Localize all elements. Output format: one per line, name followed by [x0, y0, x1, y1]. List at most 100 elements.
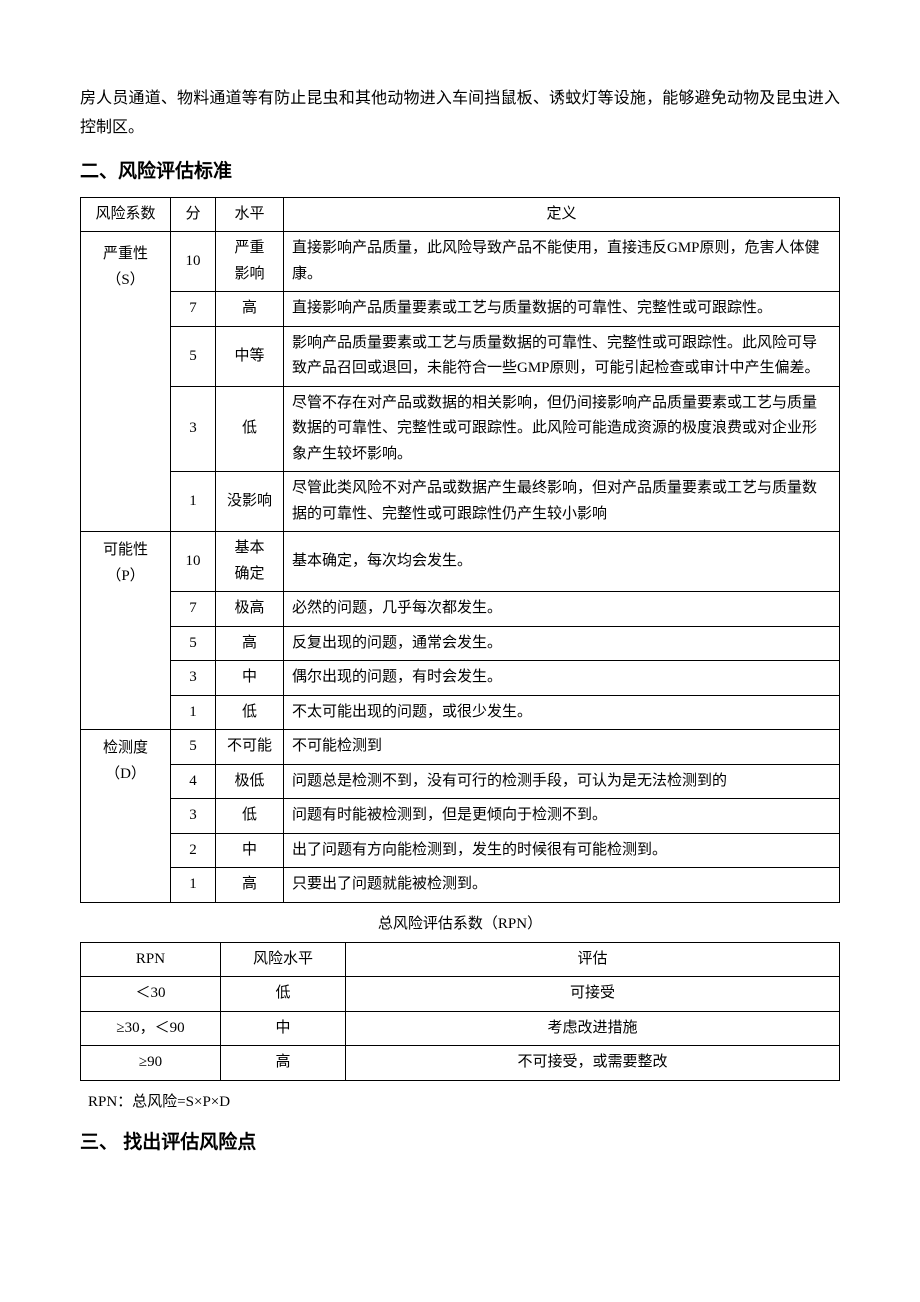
level-cell: 极高: [216, 592, 284, 627]
eval-cell: 不可接受，或需要整改: [346, 1046, 840, 1081]
score-cell: 4: [171, 764, 216, 799]
rpn-formula: RPN：总风险=S×P×D: [80, 1089, 840, 1116]
level-line1: 严重: [234, 240, 264, 256]
definition-cell: 问题总是检测不到，没有可行的检测手段，可认为是无法检测到的: [284, 764, 840, 799]
definition-cell: 只要出了问题就能被检测到。: [284, 868, 840, 903]
score-cell: 10: [171, 532, 216, 592]
level-line2: 影响: [234, 266, 264, 282]
level-cell: 中: [216, 833, 284, 868]
score-cell: 3: [171, 386, 216, 472]
level-cell: 高: [216, 626, 284, 661]
eval-cell: 可接受: [346, 977, 840, 1012]
level-cell: 不可能: [216, 730, 284, 765]
factor-cell-s: 严重性 （S）: [81, 232, 171, 532]
definition-cell: 问题有时能被检测到，但是更倾向于检测不到。: [284, 799, 840, 834]
level-cell: 中: [221, 1011, 346, 1046]
table-row: 3 低 尽管不存在对产品或数据的相关影响，但仍间接影响产品质量要素或工艺与质量数…: [81, 386, 840, 472]
rpn-caption: 总风险评估系数（RPN）: [80, 911, 840, 938]
table-row: 5 高 反复出现的问题，通常会发生。: [81, 626, 840, 661]
factor-code: （P）: [106, 568, 144, 584]
level-cell: 高: [216, 292, 284, 327]
table-row: 2 中 出了问题有方向能检测到，发生的时候很有可能检测到。: [81, 833, 840, 868]
table-row: 检测度 （D） 5 不可能 不可能检测到: [81, 730, 840, 765]
score-cell: 1: [171, 472, 216, 532]
factor-label: 严重性: [103, 246, 148, 262]
table-row: 1 低 不太可能出现的问题，或很少发生。: [81, 695, 840, 730]
score-cell: 3: [171, 799, 216, 834]
definition-cell: 必然的问题，几乎每次都发生。: [284, 592, 840, 627]
definition-cell: 反复出现的问题，通常会发生。: [284, 626, 840, 661]
table-row: 5 中等 影响产品质量要素或工艺与质量数据的可靠性、完整性或可跟踪性。此风险可导…: [81, 326, 840, 386]
table-row: 可能性 （P） 10 基本 确定 基本确定，每次均会发生。: [81, 532, 840, 592]
rpn-cell: ＜30: [81, 977, 221, 1012]
table-row: 1 没影响 尽管此类风险不对产品或数据产生最终影响，但对产品质量要素或工艺与质量…: [81, 472, 840, 532]
score-cell: 1: [171, 695, 216, 730]
table-row: 7 极高 必然的问题，几乎每次都发生。: [81, 592, 840, 627]
level-cell: 没影响: [216, 472, 284, 532]
table-row: 1 高 只要出了问题就能被检测到。: [81, 868, 840, 903]
table-row: 7 高 直接影响产品质量要素或工艺与质量数据的可靠性、完整性或可跟踪性。: [81, 292, 840, 327]
score-cell: 7: [171, 292, 216, 327]
level-cell: 高: [221, 1046, 346, 1081]
intro-paragraph: 房人员通道、物料通道等有防止昆虫和其他动物进入车间挡鼠板、诱蚊灯等设施，能够避免…: [80, 85, 840, 143]
factor-cell-d: 检测度 （D）: [81, 730, 171, 903]
section-heading-2: 二、风险评估标准: [80, 155, 840, 189]
table-row: ＜30 低 可接受: [81, 977, 840, 1012]
definition-cell: 尽管不存在对产品或数据的相关影响，但仍间接影响产品质量要素或工艺与质量数据的可靠…: [284, 386, 840, 472]
definition-cell: 不可能检测到: [284, 730, 840, 765]
score-cell: 5: [171, 326, 216, 386]
table-row: 4 极低 问题总是检测不到，没有可行的检测手段，可认为是无法检测到的: [81, 764, 840, 799]
table-row: 3 中 偶尔出现的问题，有时会发生。: [81, 661, 840, 696]
header-risk-level: 风险水平: [221, 942, 346, 977]
definition-cell: 影响产品质量要素或工艺与质量数据的可靠性、完整性或可跟踪性。此风险可导致产品召回…: [284, 326, 840, 386]
level-line2: 确定: [234, 566, 264, 582]
table-row: 3 低 问题有时能被检测到，但是更倾向于检测不到。: [81, 799, 840, 834]
level-cell: 低: [221, 977, 346, 1012]
level-cell: 低: [216, 386, 284, 472]
table-row: ≥90 高 不可接受，或需要整改: [81, 1046, 840, 1081]
header-definition: 定义: [284, 197, 840, 232]
section-heading-3: 三、 找出评估风险点: [80, 1126, 840, 1160]
level-cell: 中: [216, 661, 284, 696]
definition-cell: 直接影响产品质量要素或工艺与质量数据的可靠性、完整性或可跟踪性。: [284, 292, 840, 327]
level-cell: 低: [216, 799, 284, 834]
rpn-cell: ≥90: [81, 1046, 221, 1081]
level-cell: 中等: [216, 326, 284, 386]
level-cell: 基本 确定: [216, 532, 284, 592]
header-score: 分: [171, 197, 216, 232]
score-cell: 2: [171, 833, 216, 868]
header-rpn: RPN: [81, 942, 221, 977]
definition-cell: 尽管此类风险不对产品或数据产生最终影响，但对产品质量要素或工艺与质量数据的可靠性…: [284, 472, 840, 532]
eval-cell: 考虑改进措施: [346, 1011, 840, 1046]
level-cell: 严重 影响: [216, 232, 284, 292]
rpn-table: RPN 风险水平 评估 ＜30 低 可接受 ≥30，＜90 中 考虑改进措施 ≥…: [80, 942, 840, 1081]
table-row: ≥30，＜90 中 考虑改进措施: [81, 1011, 840, 1046]
factor-cell-p: 可能性 （P）: [81, 532, 171, 730]
level-cell: 极低: [216, 764, 284, 799]
factor-label: 可能性: [103, 542, 148, 558]
table-header-row: RPN 风险水平 评估: [81, 942, 840, 977]
header-evaluation: 评估: [346, 942, 840, 977]
table-header-row: 风险系数 分 水平 定义: [81, 197, 840, 232]
score-cell: 3: [171, 661, 216, 696]
definition-cell: 出了问题有方向能检测到，发生的时候很有可能检测到。: [284, 833, 840, 868]
factor-code: （S）: [106, 272, 144, 288]
rpn-cell: ≥30，＜90: [81, 1011, 221, 1046]
definition-cell: 不太可能出现的问题，或很少发生。: [284, 695, 840, 730]
header-level: 水平: [216, 197, 284, 232]
score-cell: 5: [171, 730, 216, 765]
factor-label: 检测度: [103, 740, 148, 756]
factor-code: （D）: [105, 766, 146, 782]
risk-criteria-table: 风险系数 分 水平 定义 严重性 （S） 10 严重 影响 直接影响产品质量，此…: [80, 197, 840, 903]
score-cell: 1: [171, 868, 216, 903]
score-cell: 10: [171, 232, 216, 292]
definition-cell: 偶尔出现的问题，有时会发生。: [284, 661, 840, 696]
score-cell: 7: [171, 592, 216, 627]
level-cell: 低: [216, 695, 284, 730]
definition-cell: 基本确定，每次均会发生。: [284, 532, 840, 592]
level-line1: 基本: [234, 540, 264, 556]
header-factor: 风险系数: [81, 197, 171, 232]
definition-cell: 直接影响产品质量，此风险导致产品不能使用，直接违反GMP原则，危害人体健康。: [284, 232, 840, 292]
table-row: 严重性 （S） 10 严重 影响 直接影响产品质量，此风险导致产品不能使用，直接…: [81, 232, 840, 292]
level-cell: 高: [216, 868, 284, 903]
